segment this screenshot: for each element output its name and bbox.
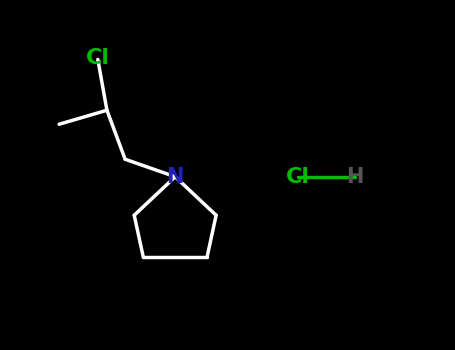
Text: Cl: Cl — [286, 167, 310, 187]
Text: H: H — [346, 167, 364, 187]
Text: N: N — [167, 167, 184, 187]
Text: Cl: Cl — [86, 48, 110, 68]
